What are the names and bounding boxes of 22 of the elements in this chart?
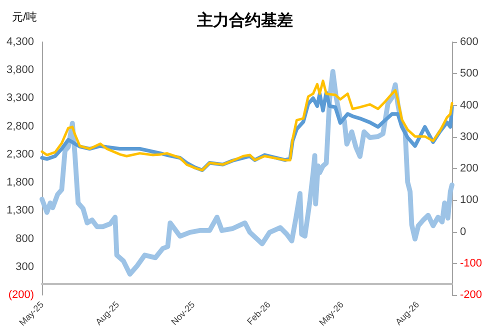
y2-tick-label: 0 xyxy=(460,226,466,238)
chart-title: 主力合约基差 xyxy=(196,10,293,30)
y-tick-label: 1,300 xyxy=(6,204,34,217)
y-tick-label: 4,300 xyxy=(6,36,34,48)
y-tick-label: (200) xyxy=(8,289,34,301)
y-tick-label: 3,800 xyxy=(6,64,34,76)
y2-tick-label: 400 xyxy=(460,99,478,112)
y2-tick-label: 100 xyxy=(460,194,478,206)
y-tick-label: 300 xyxy=(16,260,34,273)
y2-tick-label: -100 xyxy=(460,257,482,270)
y2-tick-label: 600 xyxy=(460,36,478,48)
y-tick-label: 3,300 xyxy=(6,92,34,104)
y2-tick-label: 300 xyxy=(460,130,478,143)
y2-tick-label: -200 xyxy=(460,289,482,301)
y-tick-label: 800 xyxy=(16,232,34,245)
y-axis-title: 元/吨 xyxy=(12,10,38,24)
y-tick-label: 2,800 xyxy=(6,120,34,132)
y-tick-label: 1,800 xyxy=(6,176,34,189)
line-series xyxy=(40,68,454,277)
y-tick-label: 2,300 xyxy=(6,148,34,160)
y2-tick-label: 500 xyxy=(460,68,478,80)
y2-tick-label: 200 xyxy=(460,162,478,174)
